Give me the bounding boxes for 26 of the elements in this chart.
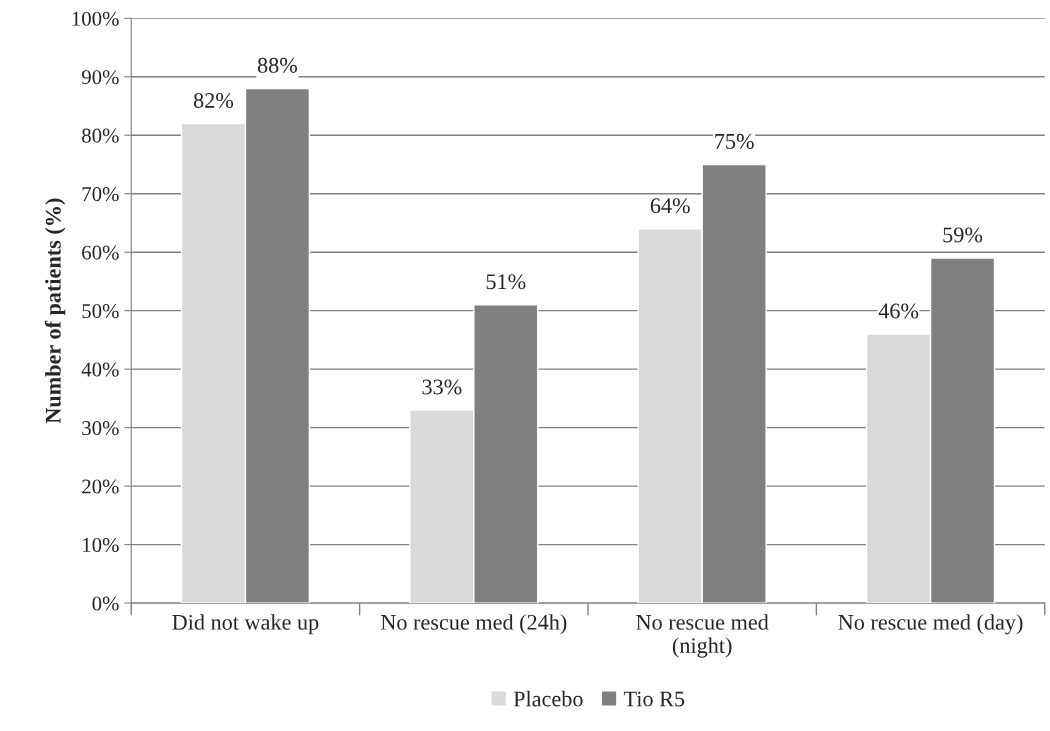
y-tick-label: 30%	[82, 421, 119, 436]
data-label: 75%	[715, 133, 754, 149]
y-tick-label: 40%	[81, 362, 119, 377]
legend-label: Placebo	[513, 690, 583, 707]
y-tick-label: 10%	[83, 537, 119, 553]
y-tick-label: 0%	[92, 596, 119, 611]
x-tick-label: No rescue med (24h)	[380, 614, 567, 635]
data-label: 51%	[486, 274, 526, 290]
y-tick-label: 20%	[82, 479, 119, 494]
y-tick-label: 90%	[81, 70, 119, 85]
legend-label: Tio R5	[623, 691, 685, 707]
data-label: 82%	[193, 92, 234, 108]
x-tick-label: No rescue med (night)	[636, 614, 769, 658]
y-tick-label: 70%	[82, 187, 119, 202]
y-tick-label: 50%	[82, 304, 119, 319]
x-tick-label: Did not wake up	[172, 614, 319, 635]
data-label: 88%	[257, 57, 298, 73]
y-tick-label: 100%	[72, 11, 119, 26]
data-label: 59%	[943, 227, 983, 243]
y-axis-title: Number of patients (%)	[44, 198, 66, 424]
x-tick-label: No rescue med (day)	[838, 614, 1023, 635]
y-tick-label: 80%	[82, 128, 119, 143]
data-label: 33%	[422, 379, 462, 395]
data-label: 64%	[650, 198, 690, 214]
data-label: 46%	[878, 303, 919, 319]
y-tick-label: 60%	[82, 245, 119, 260]
